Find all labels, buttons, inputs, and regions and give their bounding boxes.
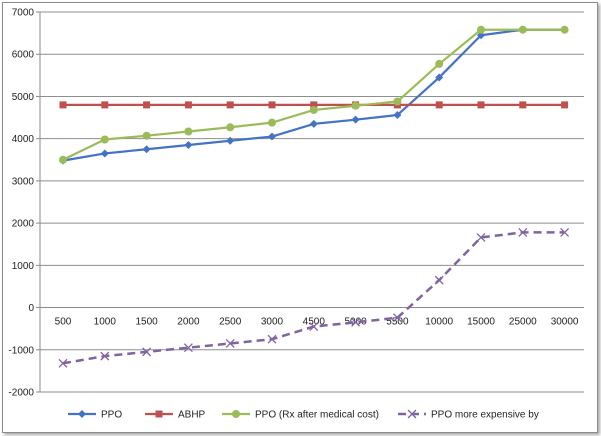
data-point	[477, 25, 485, 34]
data-point	[184, 141, 193, 149]
x-tick-label: 2000	[177, 317, 200, 328]
legend: PPO ABHP PPO (Rx after medical cost) PPO mo…	[68, 410, 539, 421]
legend-item: PPO more expensive by	[398, 410, 539, 421]
data-point	[59, 101, 67, 109]
data-point	[183, 343, 193, 353]
data-point	[226, 101, 234, 109]
x-tick-label: 2500	[219, 317, 242, 328]
series-line	[62, 231, 565, 365]
series-3	[58, 227, 570, 368]
data-point	[184, 127, 193, 136]
x-tick-label: 25000	[509, 317, 537, 328]
data-point	[392, 313, 402, 323]
legend-swatch-marker	[78, 410, 86, 418]
x-tick-label: 1000	[94, 317, 117, 328]
x-tick-label: 3000	[261, 317, 284, 328]
y-tick-label: -2000	[8, 388, 34, 399]
data-point	[310, 101, 318, 109]
data-point	[100, 351, 110, 361]
data-point	[560, 25, 569, 34]
x-tick-label: 30000	[551, 317, 579, 328]
series-2	[59, 25, 569, 164]
series-1	[59, 101, 569, 109]
legend-item: PPO	[68, 410, 122, 421]
data-point	[561, 101, 569, 109]
y-tick-label: 2000	[12, 219, 35, 230]
axes	[36, 11, 41, 393]
data-point	[518, 25, 527, 34]
legend-swatch-marker	[407, 409, 417, 419]
data-point	[434, 275, 444, 285]
legend-label: PPO	[101, 410, 122, 421]
data-point	[58, 358, 68, 368]
data-point	[267, 334, 277, 344]
data-point	[351, 317, 361, 327]
data-point	[309, 119, 318, 128]
data-point	[518, 227, 528, 237]
data-point	[435, 59, 444, 68]
data-point	[268, 101, 276, 109]
data-point	[225, 338, 235, 348]
y-tick-label: 7000	[12, 8, 35, 19]
data-point	[351, 115, 360, 124]
data-point	[142, 131, 151, 140]
y-tick-label: 1000	[12, 261, 35, 272]
data-point	[268, 118, 276, 127]
data-point	[351, 101, 360, 110]
data-point	[184, 101, 192, 109]
data-point	[100, 135, 109, 144]
data-point	[143, 101, 151, 109]
series-0	[59, 25, 569, 165]
x-tick-label: 10000	[425, 317, 453, 328]
data-point	[142, 145, 151, 154]
legend-label: PPO (Rx after medical cost)	[255, 410, 379, 421]
x-axis-ticks: 500 1000 1500 2000 2500 3000 4500 5000 5500 10000…	[55, 317, 579, 328]
x-tick-label: 500	[55, 317, 72, 328]
x-tick-label: 4500	[303, 317, 326, 328]
y-tick-label: 0	[28, 303, 34, 314]
data-point	[100, 149, 109, 158]
data-point	[435, 73, 444, 82]
data-point	[435, 101, 443, 109]
x-tick-label: 5500	[386, 317, 409, 328]
legend-swatch-marker	[155, 410, 163, 418]
gridlines	[40, 11, 584, 393]
series-line	[62, 28, 565, 161]
data-point	[393, 97, 402, 106]
data-point	[268, 132, 276, 141]
legend-swatch-marker	[232, 410, 240, 418]
data-point	[519, 101, 527, 109]
x-tick-label: 15000	[467, 317, 495, 328]
data-point	[59, 155, 67, 164]
x-tick-label: 1500	[135, 317, 158, 328]
y-tick-label: 5000	[12, 92, 35, 103]
legend-label: ABHP	[178, 410, 206, 421]
series-line	[62, 28, 565, 162]
data-point	[226, 123, 235, 132]
data-point	[309, 105, 318, 114]
data-point	[226, 136, 235, 145]
data-point	[142, 347, 152, 357]
series-group	[58, 25, 570, 368]
y-tick-label: 4000	[12, 134, 35, 145]
data-point	[560, 227, 570, 237]
data-point	[476, 233, 486, 242]
legend-label: PPO more expensive by	[431, 410, 539, 421]
y-tick-label: 6000	[12, 50, 35, 61]
data-point	[393, 111, 402, 120]
data-point	[477, 101, 485, 109]
legend-item: PPO (Rx after medical cost)	[222, 410, 379, 421]
data-point	[309, 322, 319, 332]
y-axis-ticks: -2000 -1000 0 1000 2000 3000 4000 5000 6000 7000	[8, 8, 34, 399]
y-tick-label: 3000	[12, 176, 35, 187]
legend-item: ABHP	[145, 410, 206, 421]
y-tick-label: -1000	[8, 345, 34, 356]
data-point	[477, 31, 485, 40]
data-point	[101, 101, 109, 109]
